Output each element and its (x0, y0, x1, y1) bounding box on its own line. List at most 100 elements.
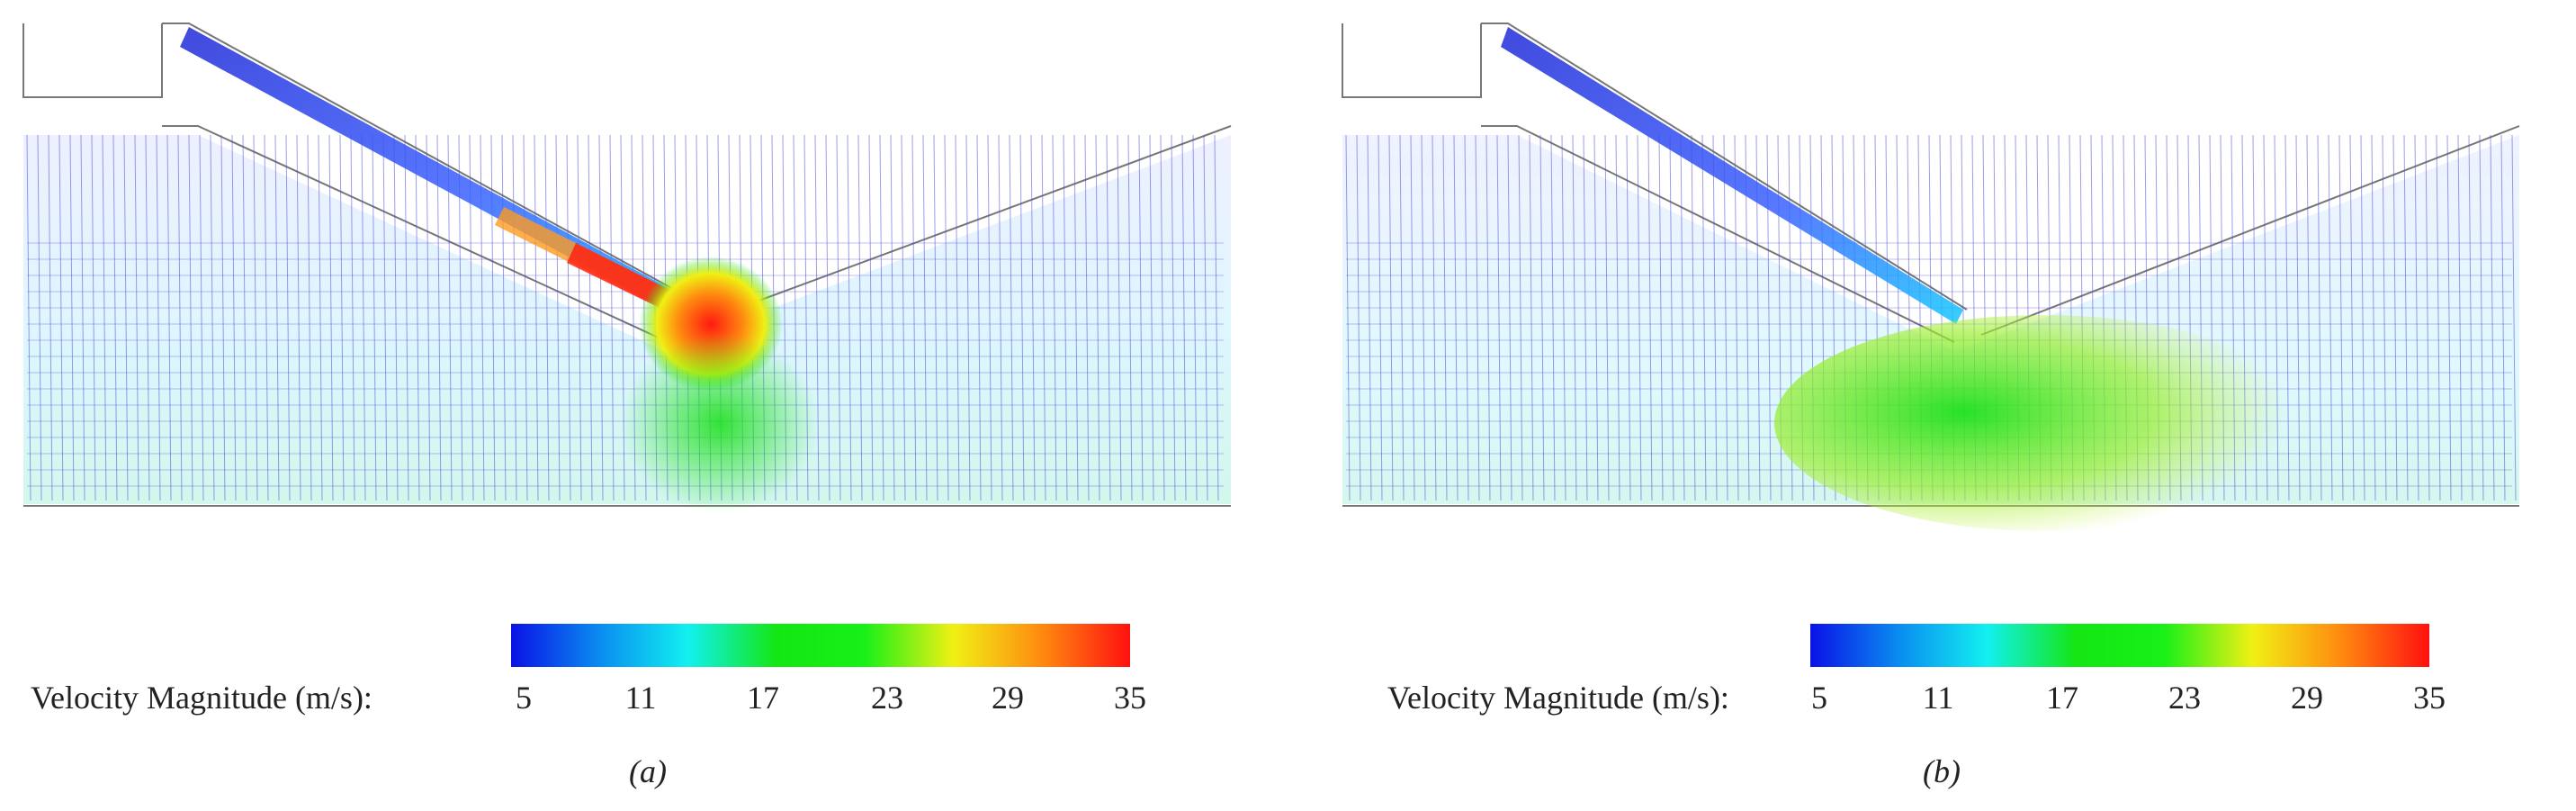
panel-caption-b: (b) (1923, 753, 1961, 789)
velocity-vector (1138, 134, 1144, 501)
channel-outline (1481, 23, 1968, 311)
velocity-vector (69, 134, 75, 501)
colorbar-tick: 23 (871, 680, 903, 716)
panel-b: Velocity Magnitude (m/s): 5 11 17 23 29 … (1288, 0, 2576, 811)
velocity-vector (825, 134, 830, 501)
velocity-vector (91, 134, 96, 501)
velocity-vector (1095, 134, 1100, 501)
colorbar-tick: 5 (1811, 680, 1827, 716)
velocity-vector (1041, 134, 1046, 501)
velocity-vector (1388, 134, 1394, 501)
velocity-vector (404, 134, 409, 501)
velocity-vector (318, 134, 323, 501)
velocity-vector (1539, 134, 1545, 501)
colorbar-tick: 29 (2291, 680, 2323, 716)
velocity-vector (274, 134, 280, 501)
velocity-vector (847, 134, 852, 501)
velocity-vector (253, 134, 258, 501)
velocity-vector (1378, 134, 1383, 501)
velocity-vector (1345, 134, 1351, 501)
velocity-vector (1550, 134, 1556, 501)
velocity-vector (1669, 134, 1674, 501)
velocity-vector (1214, 134, 1219, 501)
velocity-vector (37, 134, 42, 501)
velocity-vector (426, 134, 431, 501)
velocity-vector (1127, 134, 1133, 501)
velocity-vector (976, 134, 982, 501)
velocity-vector (890, 134, 895, 501)
velocity-vector (134, 134, 139, 501)
colorbar-tick: 35 (2413, 680, 2446, 716)
velocity-vector (58, 134, 64, 501)
panel-a: Velocity Magnitude (m/s): 5 11 17 23 29 … (22, 23, 1232, 789)
velocity-vector (588, 134, 593, 501)
velocity-vector (566, 134, 571, 501)
velocity-vector (523, 134, 528, 501)
velocity-vector (2392, 134, 2398, 501)
velocity-vector (2436, 134, 2441, 501)
velocity-vector (1019, 134, 1025, 501)
velocity-vector (1410, 134, 1415, 501)
velocity-vector (242, 134, 247, 501)
velocity-vector (1181, 134, 1187, 501)
colorbar-tick: 23 (2168, 680, 2201, 716)
velocity-vector (2468, 134, 2473, 501)
velocity-vector (998, 134, 1003, 501)
colorbar-b (1810, 624, 2429, 667)
velocity-vector (1009, 134, 1014, 501)
velocity-vector (955, 134, 960, 501)
velocity-vector (166, 134, 172, 501)
velocity-vector (1432, 134, 1437, 501)
velocity-vector (123, 134, 129, 501)
velocity-vector (1464, 134, 1469, 501)
velocity-vector (372, 134, 377, 501)
velocity-vector (231, 134, 237, 501)
domain-outline (1342, 23, 1482, 98)
velocity-vector (2500, 134, 2506, 501)
velocity-vector (2414, 134, 2419, 501)
velocity-vector (534, 134, 539, 501)
velocity-vector (2360, 134, 2365, 501)
velocity-vector (2338, 134, 2344, 501)
velocity-vector (1529, 134, 1534, 501)
velocity-vector (1084, 134, 1090, 501)
velocity-vector (436, 134, 442, 501)
velocity-vector (598, 134, 604, 501)
velocity-vector (1203, 134, 1208, 501)
velocity-vector (210, 134, 215, 501)
velocity-vector (156, 134, 161, 501)
colorbar-label-a: Velocity Magnitude (m/s): (31, 680, 372, 716)
velocity-vector (339, 134, 345, 501)
velocity-vector (1171, 134, 1176, 501)
velocity-vector (26, 134, 31, 501)
velocity-vector (1421, 134, 1426, 501)
velocity-vector (879, 134, 884, 501)
velocity-vector (328, 134, 334, 501)
velocity-vector (2425, 134, 2430, 501)
velocity-vector (1399, 134, 1405, 501)
channel-outline (162, 23, 712, 311)
velocity-vector (48, 134, 53, 501)
velocity-vector (933, 134, 938, 501)
colorbar-a (511, 624, 1130, 667)
velocity-vector (512, 134, 517, 501)
velocity-vector (1442, 134, 1448, 501)
velocity-vector (1626, 134, 1631, 501)
velocity-vector-field-b (1342, 23, 2520, 531)
velocity-vector (944, 134, 949, 501)
velocity-vector (361, 134, 366, 501)
velocity-vector (1518, 134, 1523, 501)
velocity-vector (80, 134, 85, 501)
velocity-vector (857, 134, 863, 501)
velocity-vector (1734, 134, 1739, 501)
velocity-vector (555, 134, 561, 501)
velocity-vector (1160, 134, 1165, 501)
velocity-vector (1149, 134, 1154, 501)
velocity-vector (112, 134, 118, 501)
velocity-vector (199, 134, 204, 501)
velocity-vector (1192, 134, 1198, 501)
velocity-vector (264, 134, 269, 501)
velocity-vector (1680, 134, 1685, 501)
velocity-vector (1356, 134, 1361, 501)
velocity-vector (382, 134, 388, 501)
